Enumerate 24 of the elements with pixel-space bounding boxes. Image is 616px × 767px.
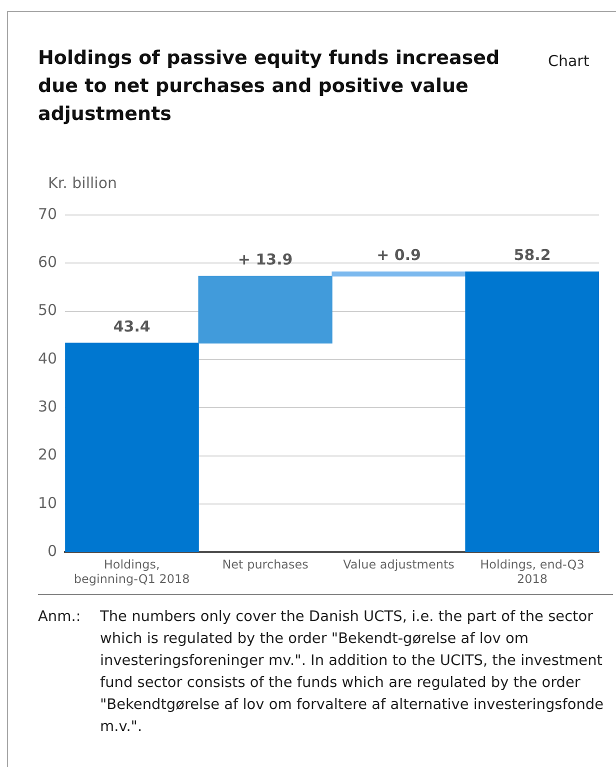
y-tick-label: 70 [38, 204, 58, 223]
y-tick-label: 20 [38, 446, 58, 464]
bar [65, 342, 199, 552]
x-tick-label: Holdings, beginning-Q1 2018 [74, 558, 190, 586]
y-tick-label: 0 [48, 542, 58, 560]
y-axis-title: Kr. billion [48, 174, 118, 192]
y-tick-label: 60 [38, 253, 58, 272]
x-tick-label: Holdings, end-Q3 2018 [480, 558, 584, 586]
data-label: + 0.9 [376, 246, 421, 264]
bar [198, 276, 332, 344]
x-tick-label: Net purchases [222, 558, 308, 572]
y-tick-label: 30 [38, 398, 58, 416]
data-label: 43.4 [113, 318, 150, 336]
text: Anm.: The numbers only cover the Danish UCTS, i.e. the part of the sector which is regulated by the order "Bekendt-gørelse af lov om investeringsforeninger mv.". In addition to the UCITS, the investment fund sector consists of the funds which are regulated by the order "Bekendtgørelse af lov om forvaltere af alternative investeringsfonde m.v.". [38, 609, 604, 735]
data-label: 58.2 [514, 246, 551, 264]
y-tick-label: 40 [38, 349, 58, 368]
data-label: + 13.9 [238, 250, 293, 269]
chart-title: Holdings of passive equity funds increased due to net purchases and positive value adjustments [38, 46, 501, 127]
text: Chart [548, 52, 590, 70]
y-tick-label: 10 [38, 494, 58, 512]
x-tick-label: Value adjustments [343, 558, 454, 572]
y-tick-label: 50 [38, 301, 58, 320]
bar [465, 272, 599, 552]
bar [332, 272, 466, 277]
